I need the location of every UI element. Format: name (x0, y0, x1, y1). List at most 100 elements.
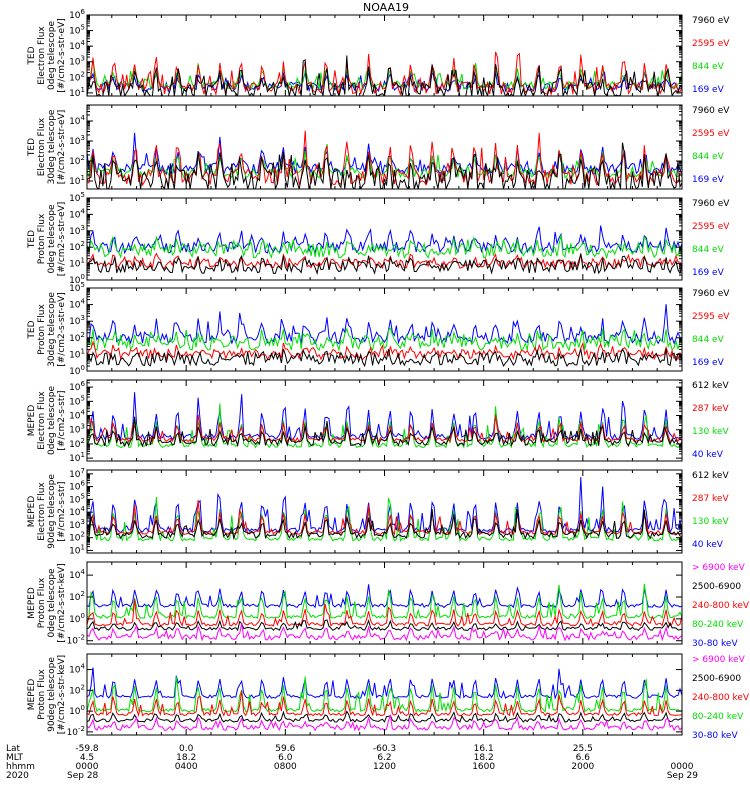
y-tick-mantissa: 10 (69, 686, 81, 696)
y-tick-mantissa: 10 (69, 27, 81, 37)
y-tick-mantissa: 10 (69, 157, 81, 167)
series-line-4 (87, 584, 682, 609)
y-tick-exponent: 6 (81, 8, 86, 16)
y-axis-label-line: 90deg telescope (47, 657, 57, 732)
y-tick-exponent: 4 (81, 568, 86, 576)
y-axis-label-line: [#/cm2-s-str] (57, 390, 67, 450)
y-tick-mantissa: 10 (69, 243, 81, 253)
y-tick-label: 104 (69, 207, 85, 220)
x-tick-hhmm: 1600 (472, 762, 495, 772)
y-tick-exponent: 2 (81, 331, 85, 339)
x-row-label: MLT (6, 753, 24, 763)
y-axis-label-line: TED (27, 320, 37, 339)
legend-entry: 2595 eV (692, 222, 730, 232)
y-tick-label: 100 (69, 364, 85, 377)
series-line-1 (87, 710, 682, 723)
legend-entry: 130 keV (692, 517, 729, 527)
series-line-4 (87, 667, 682, 700)
y-tick-label: 105 (69, 281, 85, 294)
x-tick-lat: 0.0 (179, 744, 194, 754)
y-tick-mantissa: 10 (69, 470, 81, 480)
y-tick-label: 103 (69, 423, 85, 436)
y-tick-exponent: 5 (81, 492, 85, 500)
y-tick-exponent: 5 (81, 281, 85, 289)
y-tick-label: 104 (69, 114, 85, 127)
series-group (87, 392, 682, 449)
y-tick-exponent: 7 (81, 467, 85, 475)
series-line-3 (87, 392, 682, 442)
y-tick-mantissa: 10 (69, 483, 81, 493)
y-tick-label: 105 (69, 191, 85, 204)
y-tick-label: 102 (69, 70, 85, 83)
legend-entry: > 6900 keV (692, 655, 746, 665)
y-tick-label: 101 (69, 451, 85, 464)
x-tick-hhmm: 2000 (571, 762, 594, 772)
y-tick-label: 105 (69, 394, 85, 407)
y-axis-label-line: MEPED (27, 405, 37, 437)
y-tick-mantissa: 10 (69, 58, 81, 68)
y-tick-mantissa: 10 (69, 260, 81, 270)
series-line-2 (87, 403, 682, 449)
y-tick-exponent: 4 (81, 409, 86, 417)
series-line-0 (87, 508, 682, 541)
y-tick-label: 104 (69, 39, 85, 52)
figure-title: NOAA19 (363, 1, 409, 14)
legend-entry: 169 eV (692, 358, 725, 368)
y-tick-exponent: 5 (81, 24, 85, 32)
legend-entry: 40 keV (692, 450, 724, 460)
y-tick-mantissa: 10 (69, 350, 81, 360)
y-tick-exponent: 1 (81, 543, 85, 551)
x-tick-mlt: 18.2 (176, 753, 196, 763)
legend-entry: 240-800 keV (692, 601, 750, 611)
series-line-3 (87, 676, 682, 713)
y-tick-mantissa: 10 (69, 412, 81, 422)
y-tick-exponent: 2 (81, 590, 85, 598)
y-tick-exponent: 6 (81, 480, 86, 488)
x-row-label: 2020 (6, 771, 29, 781)
y-tick-mantissa: 10 (69, 454, 81, 464)
y-tick-label: 106 (69, 480, 85, 493)
y-tick-mantissa: 10 (69, 426, 81, 436)
y-tick-label: 102 (69, 154, 85, 167)
y-tick-label: 101 (69, 543, 85, 556)
x-tick-lat: 25.5 (573, 744, 593, 754)
series-line-3 (87, 477, 682, 534)
y-tick-mantissa: 10 (69, 521, 81, 531)
y-tick-label: 102 (69, 683, 85, 696)
y-tick-exponent: 3 (81, 314, 85, 322)
y-tick-mantissa: 10 (69, 571, 81, 581)
y-tick-exponent: 4 (81, 39, 86, 47)
series-group (87, 304, 682, 368)
series-line-1 (87, 619, 682, 632)
y-axis-label-line: Electron Flux (37, 117, 47, 176)
legend-entry: 844 eV (692, 152, 725, 162)
series-line-2 (87, 234, 682, 260)
y-tick-mantissa: 10 (69, 334, 81, 344)
series-line-2 (87, 599, 682, 627)
y-axis-label-line: MEPED (27, 587, 37, 619)
series-line-3 (87, 132, 682, 177)
y-axis-label-line: MEPED (27, 496, 37, 528)
y-tick-mantissa: 10 (69, 440, 81, 450)
legend-entry: 7960 eV (692, 289, 730, 299)
y-tick-exponent: 3 (81, 55, 85, 63)
y-tick-exponent: 0 (81, 612, 85, 620)
x-tick-mlt: 18.2 (474, 753, 494, 763)
y-tick-label: 101 (69, 257, 85, 270)
y-tick-exponent: 4 (81, 114, 86, 122)
y-tick-label: 107 (69, 467, 85, 480)
series-line-1 (87, 130, 682, 187)
series-line-3 (87, 225, 682, 255)
y-tick-exponent: 2 (81, 683, 85, 691)
legend-entry: 2500-6900 (692, 674, 741, 684)
y-axis-label-line: [#/cm2-s-str] (57, 481, 67, 541)
y-tick-label: 10-2 (67, 634, 85, 647)
y-tick-mantissa: 10 (69, 73, 81, 83)
x-tick-lat: 59.6 (275, 744, 295, 754)
series-group (87, 130, 682, 189)
x-tick-hhmm: 0000 (76, 762, 99, 772)
